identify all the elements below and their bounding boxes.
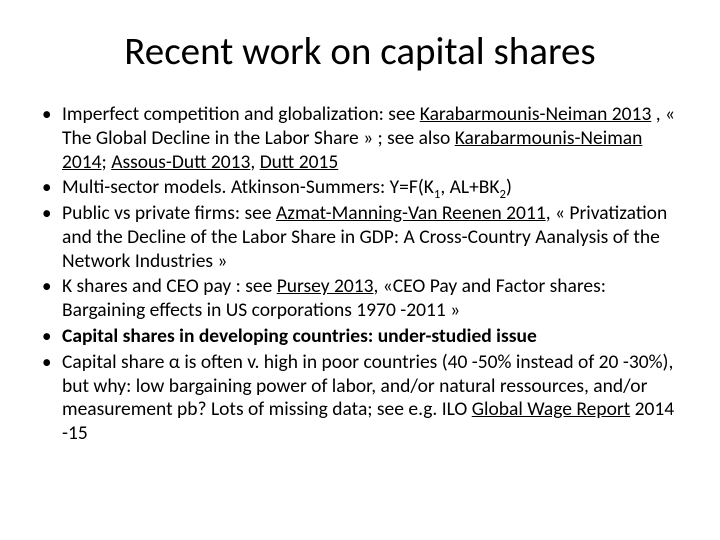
text: ; (102, 150, 112, 174)
bullet-item-6: Capital share α is often v. high in poor… (36, 351, 684, 446)
text: , AL+BK (440, 175, 499, 199)
text: Public vs private firms: see (62, 201, 276, 225)
bullet-item-3: Public vs private firms: see Azmat-Manni… (36, 202, 684, 273)
slide-title: Recent work on capital shares (36, 28, 684, 75)
link-pursey-2013[interactable]: Pursey 2013 (277, 274, 374, 298)
link-dutt-2015[interactable]: Dutt 2015 (260, 150, 339, 174)
slide-container: Recent work on capital shares Imperfect … (0, 0, 720, 540)
link-karabarmounis-neiman-2013[interactable]: Karabarmounis-Neiman 2013 (420, 102, 652, 126)
text: ) (506, 175, 512, 199)
bullet-item-1: Imperfect competition and globalization:… (36, 103, 684, 174)
bullet-item-5: Capital shares in developing countries: … (36, 325, 684, 349)
bullet-item-2: Multi-sector models. Atkinson-Summers: Y… (36, 176, 684, 200)
link-azmat-manning-van-reenen-2011[interactable]: Azmat-Manning-Van Reenen 2011 (276, 201, 546, 225)
text: Imperfect competition and globalization:… (62, 102, 420, 126)
bullet-item-4: K shares and CEO pay : see Pursey 2013, … (36, 275, 684, 323)
link-global-wage-report[interactable]: Global Wage Report (472, 397, 630, 421)
text: K shares and CEO pay : see (62, 274, 277, 298)
link-assous-dutt-2013[interactable]: Assous-Dutt 2013 (111, 150, 250, 174)
text: Multi-sector models. Atkinson-Summers: Y… (62, 175, 434, 199)
text: , (250, 150, 259, 174)
text-bold: Capital shares in developing countries: … (62, 324, 537, 348)
bullet-list: Imperfect competition and globalization:… (36, 103, 684, 446)
